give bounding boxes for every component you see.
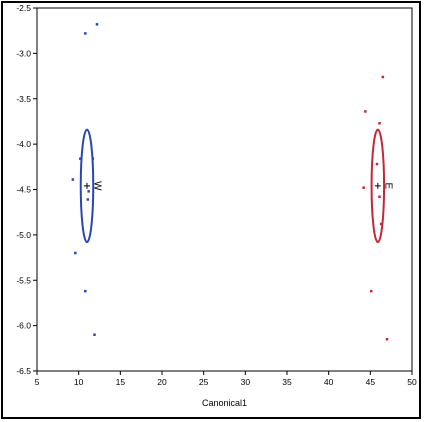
y-tick-label: -2.5 xyxy=(16,3,31,13)
y-axis: -2.5 -3.0 -3.5 -4.0 -4.5 -5.0 -5.5 -6.0 -6.5 xyxy=(16,3,37,376)
y-tick-label: -5.0 xyxy=(16,230,31,240)
data-point-w xyxy=(74,251,77,255)
data-point-w xyxy=(87,190,90,193)
data-point-e xyxy=(385,337,389,341)
x-tick-label: 5 xyxy=(35,377,40,387)
data-point-w xyxy=(71,178,75,181)
y-tick-label: -6.5 xyxy=(16,366,31,376)
x-axis-label: Canonical1 xyxy=(202,398,247,408)
x-axis: 5 10 15 20 25 30 35 40 45 50 xyxy=(35,371,417,387)
group-label-e: E xyxy=(382,183,393,190)
y-tick-label: -3.5 xyxy=(16,94,31,104)
x-tick-label: 25 xyxy=(199,377,209,387)
x-tick-label: 10 xyxy=(74,377,84,387)
x-tick-label: 40 xyxy=(324,377,334,387)
data-point-e xyxy=(362,186,365,189)
y-tick-label: -6.0 xyxy=(16,321,31,331)
confidence-ellipse-w xyxy=(79,128,95,244)
x-tick-label: 35 xyxy=(282,377,292,387)
data-point-w xyxy=(91,157,95,160)
group-label-w: W xyxy=(92,181,103,191)
y-tick-label: -5.5 xyxy=(16,275,31,285)
data-point-w xyxy=(84,289,87,293)
data-point-e xyxy=(364,110,367,113)
data-point-e xyxy=(369,289,373,293)
data-point-w xyxy=(93,333,96,336)
x-tick-label: 15 xyxy=(116,377,126,387)
data-point-w xyxy=(95,23,99,26)
data-point-e xyxy=(378,122,381,125)
confidence-ellipses xyxy=(79,128,386,244)
confidence-ellipse-e xyxy=(370,128,386,244)
data-point-e xyxy=(378,195,381,199)
data-point-e xyxy=(375,162,379,166)
data-point-e xyxy=(381,75,385,79)
y-tick-label: -4.0 xyxy=(16,139,31,149)
x-tick-label: 50 xyxy=(407,377,417,387)
y-tick-label: -4.5 xyxy=(16,185,31,195)
data-point-w xyxy=(86,198,90,201)
x-tick-label: 45 xyxy=(366,377,376,387)
data-point-w xyxy=(84,32,87,35)
data-point-w xyxy=(79,157,82,160)
data-points xyxy=(71,23,389,341)
x-tick-label: 30 xyxy=(241,377,251,387)
x-tick-label: 20 xyxy=(157,377,167,387)
y-tick-label: -3.0 xyxy=(16,48,31,58)
data-point-e xyxy=(379,222,383,226)
